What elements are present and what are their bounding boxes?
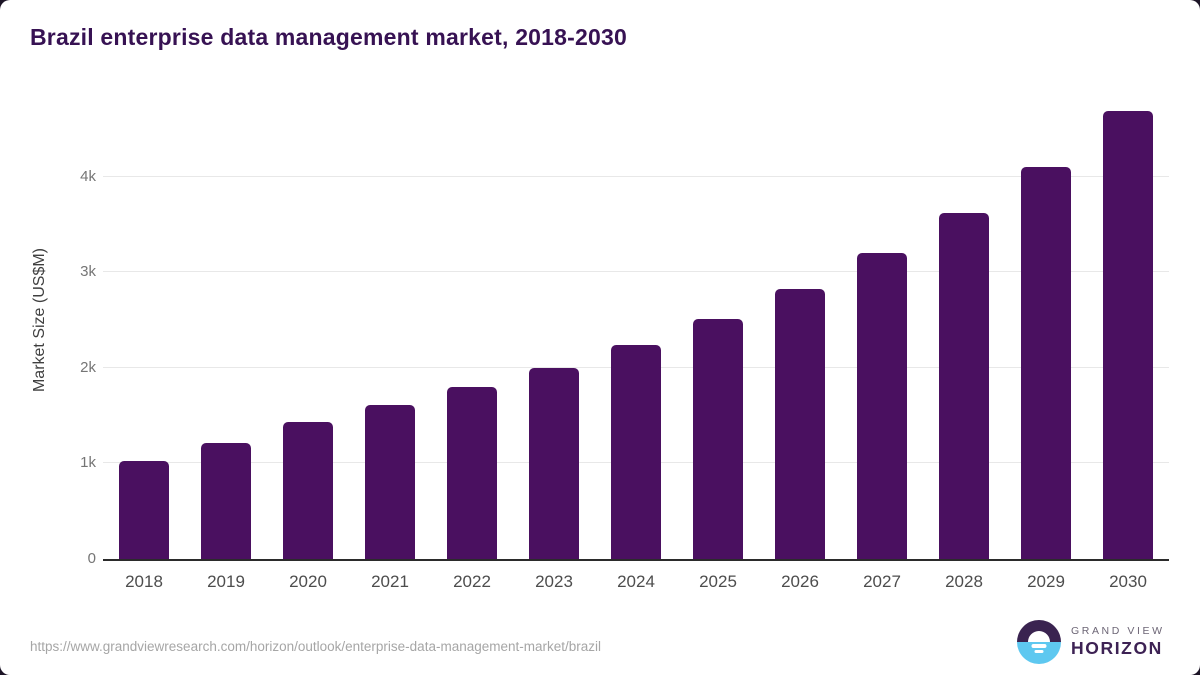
plot-area <box>103 100 1169 561</box>
y-axis-tick-labels: 0 1k 2k 3k 4k <box>0 0 96 675</box>
bar-2021[interactable] <box>365 405 415 559</box>
x-tick-label-2022: 2022 <box>453 572 491 591</box>
bar-slot-2024 <box>595 100 677 559</box>
bar-2029[interactable] <box>1021 166 1071 559</box>
logo-text: GRAND VIEW HORIZON <box>1071 625 1165 659</box>
bar-2025[interactable] <box>693 318 743 559</box>
x-tick-label-2027: 2027 <box>863 572 901 591</box>
bar-slot-2021 <box>349 100 431 559</box>
bar-2018[interactable] <box>119 461 169 559</box>
bar-2022[interactable] <box>447 387 497 559</box>
bar-slot-2028 <box>923 100 1005 559</box>
x-tick-label-2020: 2020 <box>289 572 327 591</box>
logo-reflection-bar-1 <box>1031 644 1047 648</box>
bar-2023[interactable] <box>529 367 579 559</box>
logo-sun-dome <box>1028 631 1050 642</box>
bar-2020[interactable] <box>283 421 333 559</box>
x-tick-label-2019: 2019 <box>207 572 245 591</box>
bar-slot-2023 <box>513 100 595 559</box>
x-tick-label-2028: 2028 <box>945 572 983 591</box>
chart-title: Brazil enterprise data management market… <box>30 24 627 50</box>
x-tick-label-2026: 2026 <box>781 572 819 591</box>
bar-slot-2025 <box>677 100 759 559</box>
bar-2024[interactable] <box>611 344 661 559</box>
logo-reflection-bar-2 <box>1034 650 1044 653</box>
x-tick-label-2018: 2018 <box>125 572 163 591</box>
bar-slot-2030 <box>1087 100 1169 559</box>
x-axis-tick-labels: 2018 2019 2020 2021 2022 2023 2024 2025 2026 2027… <box>103 572 1169 592</box>
y-tick-label: 4k <box>80 167 96 185</box>
footer: https://www.grandviewresearch.com/horizo… <box>0 611 1200 675</box>
bar-2027[interactable] <box>857 253 907 559</box>
horizon-sun-icon <box>1017 620 1061 664</box>
bar-slot-2022 <box>431 100 513 559</box>
bar-slot-2029 <box>1005 100 1087 559</box>
bar-slot-2019 <box>185 100 267 559</box>
source-url: https://www.grandviewresearch.com/horizo… <box>30 639 602 654</box>
bar-2030[interactable] <box>1103 111 1153 559</box>
bar-slot-2018 <box>103 100 185 559</box>
bar-2019[interactable] <box>201 442 251 559</box>
y-tick-label: 2k <box>80 358 96 376</box>
x-tick-label-2029: 2029 <box>1027 572 1065 591</box>
x-tick-label-2030: 2030 <box>1109 572 1147 591</box>
y-tick-label: 3k <box>80 263 96 281</box>
bar-2026[interactable] <box>775 288 825 559</box>
bar-slot-2026 <box>759 100 841 559</box>
logo-product-name: HORIZON <box>1071 638 1163 658</box>
bar-slot-2027 <box>841 100 923 559</box>
x-tick-label-2025: 2025 <box>699 572 737 591</box>
y-tick-label: 0 <box>87 550 96 567</box>
x-tick-label-2023: 2023 <box>535 572 573 591</box>
gridline-3k <box>103 271 1169 273</box>
bar-slot-2020 <box>267 100 349 559</box>
bar-series <box>103 100 1169 559</box>
y-tick-label: 1k <box>80 454 96 472</box>
x-tick-label-2024: 2024 <box>617 572 655 591</box>
gridline-4k <box>103 175 1169 177</box>
grand-view-horizon-logo: GRAND VIEW HORIZON <box>1017 620 1165 664</box>
bar-2028[interactable] <box>939 213 989 559</box>
x-tick-label-2021: 2021 <box>371 572 409 591</box>
logo-sea-half <box>1017 642 1061 664</box>
logo-brand-name: GRAND VIEW <box>1071 625 1165 637</box>
